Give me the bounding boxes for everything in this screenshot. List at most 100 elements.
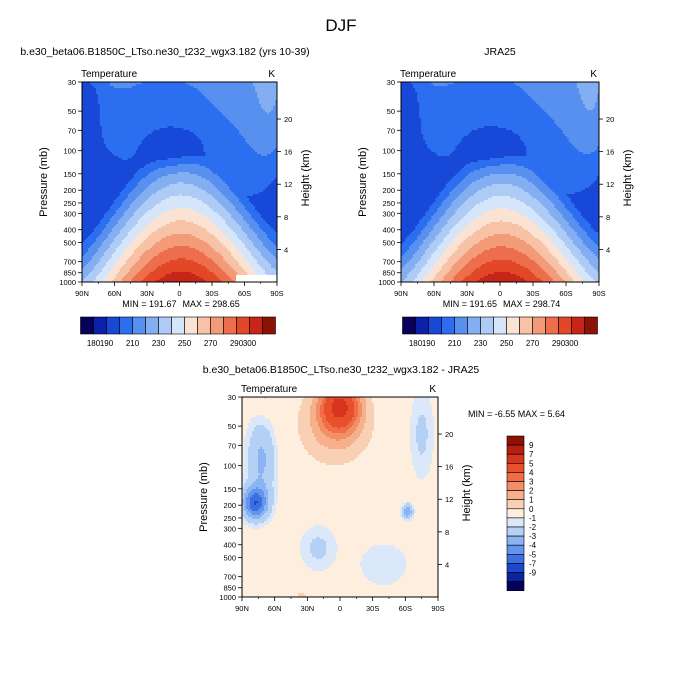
heatmap-cell xyxy=(109,116,113,119)
heatmap-cell xyxy=(247,144,250,147)
heatmap-cell xyxy=(259,136,262,139)
heatmap-cell xyxy=(89,140,93,143)
heatmap-cell xyxy=(145,90,149,93)
heatmap-cell xyxy=(121,90,125,93)
heatmap-cell xyxy=(205,88,208,91)
heatmap-cell xyxy=(263,120,266,123)
heatmap-cell xyxy=(125,180,129,183)
heatmap-cell xyxy=(259,120,262,123)
heatmap-cell xyxy=(113,94,117,97)
heatmap-cell xyxy=(181,174,185,177)
heatmap-cell xyxy=(273,108,276,111)
heatmap-cell xyxy=(99,144,103,147)
heatmap-cell xyxy=(113,140,117,143)
heatmap-cell xyxy=(115,136,119,139)
heatmap-cell xyxy=(237,134,240,137)
heatmap-cell xyxy=(127,146,131,149)
heatmap-cell xyxy=(221,178,224,181)
heatmap-cell xyxy=(163,114,167,117)
heatmap-cell xyxy=(109,168,113,171)
heatmap-cell xyxy=(129,124,133,127)
heatmap-cell xyxy=(173,166,177,169)
heatmap-cell xyxy=(225,164,228,167)
heatmap-cell xyxy=(99,180,103,183)
heatmap-cell xyxy=(123,146,127,149)
heatmap-cell xyxy=(191,122,195,125)
heatmap-cell xyxy=(273,116,276,119)
heatmap-cell xyxy=(155,176,159,179)
heatmap-cell xyxy=(157,130,161,133)
heatmap-cell xyxy=(229,176,232,179)
heatmap-cell xyxy=(117,182,121,185)
heatmap-cell xyxy=(129,100,133,103)
heatmap-cell xyxy=(153,150,157,153)
heatmap-cell xyxy=(235,94,238,97)
heatmap-cell xyxy=(249,112,252,115)
heatmap-cell xyxy=(237,112,240,115)
heatmap-cell xyxy=(129,142,133,145)
heatmap-cell xyxy=(171,126,175,129)
heatmap-cell xyxy=(121,100,125,103)
heatmap-cell xyxy=(143,114,147,117)
heatmap-cell xyxy=(127,162,131,165)
heatmap-cell xyxy=(183,102,187,105)
heatmap-cell xyxy=(201,132,204,135)
heatmap-cell xyxy=(99,92,103,95)
heatmap-cell xyxy=(189,94,193,97)
heatmap-cell xyxy=(101,88,105,91)
heatmap-cell xyxy=(175,146,179,149)
heatmap-cell xyxy=(141,126,145,129)
heatmap-cell xyxy=(129,164,133,167)
heatmap-cell xyxy=(269,102,272,105)
heatmap-cell xyxy=(119,106,123,109)
heatmap-cell xyxy=(91,114,95,117)
heatmap-cell xyxy=(167,134,171,137)
heatmap-cell xyxy=(219,104,222,107)
heatmap-cell xyxy=(269,92,272,95)
heatmap-cell xyxy=(137,126,141,129)
heatmap-cell xyxy=(201,138,204,141)
heatmap-cell xyxy=(207,106,210,109)
heatmap-cell xyxy=(89,182,93,185)
heatmap-cell xyxy=(159,150,163,153)
heatmap-cell xyxy=(271,152,274,155)
heatmap-cell xyxy=(149,174,153,177)
heatmap-cell xyxy=(151,156,155,159)
heatmap-cell xyxy=(153,84,157,87)
heatmap-cell xyxy=(225,130,228,133)
heatmap-cell xyxy=(87,148,91,151)
heatmap-cell xyxy=(233,110,236,113)
heatmap-cell xyxy=(82,144,85,147)
heatmap-cell xyxy=(151,126,155,129)
heatmap-cell xyxy=(167,178,171,181)
heatmap-cell xyxy=(123,136,127,139)
heatmap-cell xyxy=(125,96,129,99)
heatmap-cell xyxy=(165,116,169,119)
heatmap-cell xyxy=(141,172,145,175)
heatmap-cell xyxy=(205,114,208,117)
heatmap-cell xyxy=(205,156,208,159)
heatmap-cell xyxy=(271,124,274,127)
heatmap-cell xyxy=(215,96,218,99)
heatmap-cell xyxy=(225,106,228,109)
heatmap-cell xyxy=(139,128,143,131)
heatmap-cell xyxy=(127,172,131,175)
heatmap-cell xyxy=(87,130,91,133)
heatmap-cell xyxy=(169,170,173,173)
heatmap-cell xyxy=(91,104,95,107)
heatmap-cell xyxy=(127,110,131,113)
heatmap-cell xyxy=(95,178,99,181)
heatmap-cell xyxy=(181,120,185,123)
heatmap-cell xyxy=(231,126,234,129)
heatmap-cell xyxy=(187,90,191,93)
heatmap-cell xyxy=(257,114,260,117)
heatmap-cell xyxy=(261,164,264,167)
heatmap-cell xyxy=(153,134,157,137)
heatmap-cell xyxy=(133,120,137,123)
heatmap-cell xyxy=(191,154,195,157)
heatmap-cell xyxy=(201,86,204,89)
heatmap-cell xyxy=(177,168,181,171)
heatmap-cell xyxy=(199,96,202,99)
heatmap-cell xyxy=(273,132,276,135)
heatmap-cell xyxy=(117,124,121,127)
